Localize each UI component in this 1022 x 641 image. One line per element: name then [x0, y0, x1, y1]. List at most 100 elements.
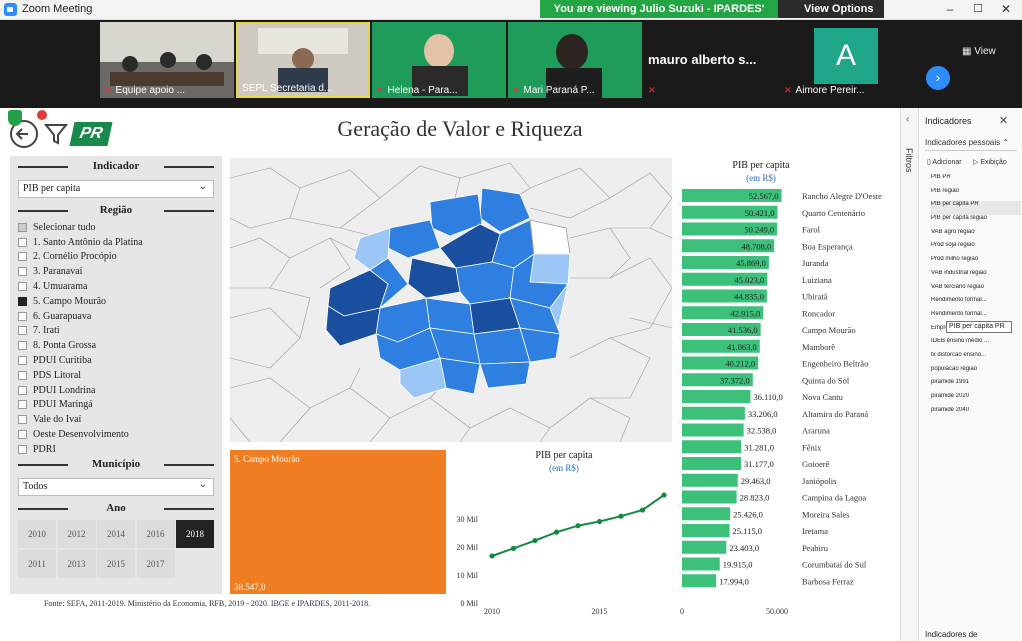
region-map[interactable] [229, 158, 673, 443]
bar-data-label: 37.372,0 [720, 375, 750, 385]
region-option[interactable]: 8. Ponta Grossa [18, 338, 218, 353]
region-option[interactable]: 3. Paranavaí [18, 264, 218, 279]
bar-chart[interactable]: PIB per capita (em R$) 52.567,0 Rancho Aleg… [676, 156, 898, 616]
checkbox[interactable] [18, 296, 27, 306]
screen-share-banner: You are viewing Julio Suzuki - IPARDES' … [540, 0, 778, 33]
next-page-icon[interactable]: › [926, 66, 950, 90]
region-label: PDRI [33, 443, 56, 455]
checkbox[interactable] [18, 356, 27, 366]
bar-chart-title: PIB per capita [732, 160, 790, 171]
indicator-item[interactable]: VAB agro região [931, 228, 975, 235]
region-option[interactable]: PDUI Londrina [18, 383, 218, 398]
year-option[interactable]: 2011 [18, 550, 56, 578]
indicator-item[interactable]: Rendimento formal... [931, 297, 987, 304]
filters-pane-collapsed[interactable]: ‹ Filtros [900, 108, 918, 641]
line-point [639, 507, 646, 513]
participant-tile[interactable]: ✕ Mari Paraná P... [508, 22, 642, 98]
indicator-item[interactable]: PIB região [931, 187, 960, 194]
show-indicator-button[interactable]: ▷ Exibição [973, 159, 1007, 166]
checkbox[interactable] [18, 341, 27, 351]
region-option[interactable]: Selecionar tudo [18, 220, 218, 235]
region-option[interactable]: 6. Guarapuava [18, 309, 218, 324]
indicator-item[interactable]: VAB terciário região [931, 283, 984, 290]
bar [682, 557, 720, 571]
year-option[interactable]: 2017 [136, 550, 175, 578]
bar-category-label: Roncador [802, 308, 835, 318]
year-option[interactable]: 2018 [176, 520, 214, 548]
year-option[interactable]: 2010 [18, 520, 56, 548]
indicator-dropdown[interactable]: PIB per capita ⌄ [18, 180, 214, 198]
region-option[interactable]: 7. Irati [18, 324, 218, 339]
grid-icon: ▦ [962, 46, 972, 57]
checkbox[interactable] [18, 326, 27, 336]
checkbox[interactable] [18, 267, 27, 277]
year-option[interactable]: 2012 [57, 520, 96, 548]
indicator-item[interactable]: piramide 2020 [931, 393, 970, 399]
region-option[interactable]: PDUI Maringá [18, 398, 218, 413]
checkbox[interactable] [18, 370, 27, 380]
add-indicator-button[interactable]: ▯ Adicionar [927, 159, 962, 166]
checkbox[interactable] [18, 415, 27, 425]
back-arrow-icon[interactable] [10, 120, 38, 148]
bar-category-label: Janiópolis [802, 476, 836, 486]
region-option[interactable]: 5. Campo Mourão [18, 294, 218, 309]
checkbox[interactable] [18, 282, 27, 292]
close-icon[interactable]: ✕ [999, 115, 1009, 127]
participant-tile[interactable]: ✕ Helena - Para... [372, 22, 506, 98]
participant-tile[interactable]: A ✕ Aimore Pereir... [780, 22, 914, 98]
indicator-item[interactable]: piramide 1991 [931, 379, 970, 386]
mic-muted-icon: ✕ [104, 85, 112, 95]
participant-tile[interactable]: ✕ Equipe apoio ... [100, 22, 234, 98]
participant-tile[interactable]: SEPL Secretaria d... [236, 22, 370, 98]
region-option[interactable]: PDRI [18, 442, 218, 457]
minimize-button[interactable]: – [946, 2, 954, 16]
indicator-item[interactable]: populacao regiao [931, 365, 978, 372]
indicator-item[interactable]: PIB PR [931, 174, 951, 180]
checkbox[interactable] [18, 430, 27, 440]
participant-name: ✕ Helena - Para... [376, 85, 458, 96]
indicator-item[interactable]: Prod soja região [931, 242, 975, 249]
year-option[interactable]: 2013 [57, 550, 96, 578]
maximize-button[interactable]: ☐ [973, 3, 983, 15]
region-option[interactable]: PDUI Curitiba [18, 353, 218, 368]
region-option[interactable]: 1. Santo Antônio da Platina [18, 235, 218, 250]
indicator-item[interactable]: VAB industrial região [931, 269, 987, 276]
checkbox[interactable] [18, 222, 27, 232]
indicator-item[interactable]: Rendimento formal... [931, 310, 987, 317]
indicator-item[interactable]: IDEB ensino medio ... [931, 338, 990, 345]
region-option[interactable]: 2. Cornélio Procópio [18, 250, 218, 265]
indicators-footer[interactable]: Indicadores de [925, 630, 978, 639]
year-option[interactable]: 2016 [136, 520, 175, 548]
checkbox[interactable] [18, 400, 27, 410]
municipio-dropdown[interactable]: Todos ⌄ [18, 478, 214, 496]
indicator-item[interactable]: Prod milho região [931, 256, 979, 263]
region-option[interactable]: PDS Litoral [18, 368, 218, 383]
checkbox[interactable] [18, 385, 27, 395]
indicator-item[interactable]: tx distorcao ensino... [931, 351, 987, 358]
indicator-item[interactable]: piramide 2040 [931, 406, 970, 413]
region-label: Selecionar tudo [33, 221, 96, 233]
checkbox[interactable] [18, 237, 27, 247]
region-option[interactable]: Oeste Desenvolvimento [18, 427, 218, 442]
year-option[interactable]: 2015 [97, 550, 135, 578]
participant-tile[interactable]: mauro alberto s... ✕ [644, 22, 778, 98]
year-option[interactable]: 2014 [97, 520, 135, 548]
view-button[interactable]: ▦ View [962, 46, 996, 57]
checkbox[interactable] [18, 252, 27, 262]
indicator-item[interactable]: PIB per capita região [931, 215, 988, 222]
filter-icon[interactable] [43, 122, 69, 151]
bar-data-label: 25.115,0 [733, 526, 762, 536]
close-button[interactable]: ✕ [1000, 2, 1012, 16]
checkbox[interactable] [18, 311, 27, 321]
kpi-card[interactable]: 5. Campo Mourão 38.547,0 [230, 450, 446, 594]
chevron-left-icon[interactable]: ‹ [906, 114, 910, 125]
view-options-button[interactable]: View Options ⌄ [778, 0, 884, 33]
line-chart[interactable]: PIB per capita (em R$) 0 Mil 10 Mil 20 Mil 30… [452, 446, 676, 616]
checkbox[interactable] [18, 444, 27, 454]
personal-indicators-header[interactable]: Indicadores pessoais ⌃ [925, 138, 1017, 151]
region-option[interactable]: 4. Umuarama [18, 279, 218, 294]
region-label: 1. Santo Antônio da Platina [33, 236, 143, 248]
indicator-item[interactable]: PIB per capita PR [931, 201, 1021, 216]
bar-data-label: 32.538,0 [747, 426, 777, 436]
region-option[interactable]: Vale do Ivaí [18, 412, 218, 427]
